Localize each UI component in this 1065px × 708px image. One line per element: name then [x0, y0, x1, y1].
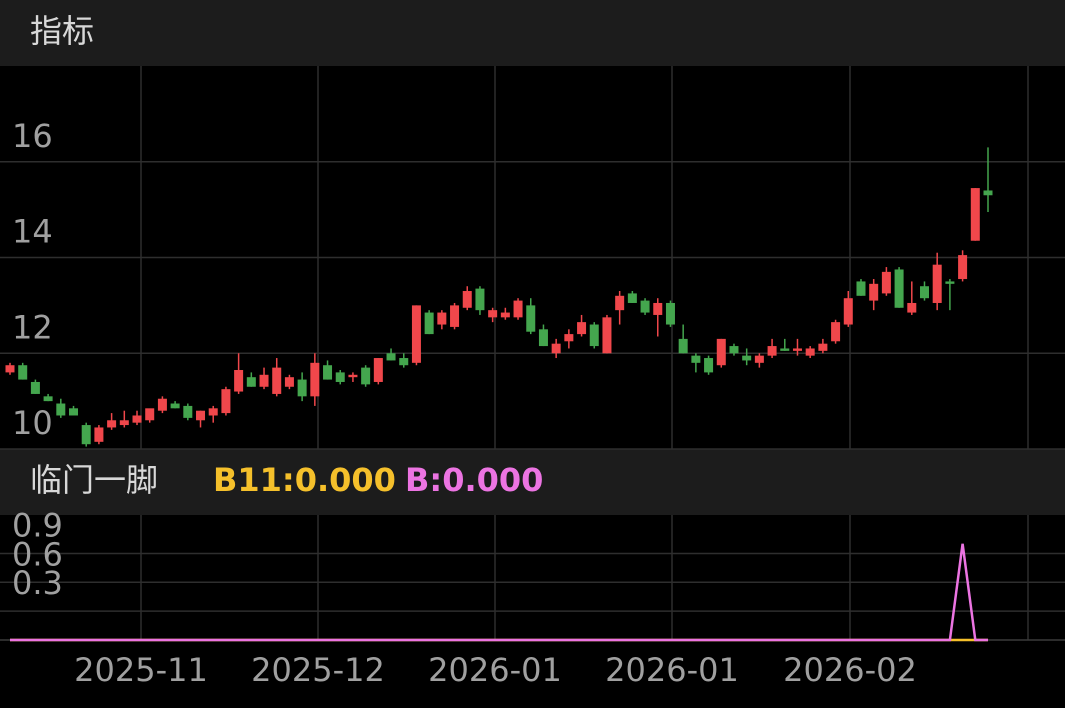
- candle-body: [818, 343, 828, 351]
- x-tick-label: 2025-12: [251, 651, 385, 689]
- y-tick-label: 10: [12, 404, 53, 442]
- indicator-line: [10, 543, 988, 642]
- y-tick-label: 0.6: [12, 535, 63, 573]
- candle-body: [958, 255, 968, 280]
- x-tick-label: 2026-01: [605, 651, 739, 689]
- candle-body: [767, 346, 777, 356]
- candle-body: [526, 305, 536, 332]
- candle-body: [297, 379, 307, 397]
- candle-body: [538, 329, 548, 347]
- candle-body: [424, 312, 434, 335]
- candle-body: [513, 300, 523, 318]
- candle-body: [259, 374, 269, 387]
- candle-body: [640, 300, 650, 313]
- candle-body: [196, 410, 206, 421]
- candle-body: [919, 286, 929, 299]
- candle-body: [805, 348, 815, 356]
- candle-body: [615, 295, 625, 311]
- candle-body: [284, 377, 294, 387]
- candle-body: [94, 427, 104, 442]
- candle-body: [589, 324, 599, 347]
- candle-body: [627, 293, 637, 303]
- legend-entry: B11:0.000: [213, 461, 396, 499]
- candle-body: [653, 302, 663, 315]
- candle-body: [577, 322, 587, 335]
- candle-body: [132, 415, 142, 423]
- candle-body: [43, 396, 53, 402]
- candle-body: [183, 405, 193, 418]
- candle-body: [792, 348, 802, 351]
- candle-body: [30, 381, 40, 394]
- candle-body: [500, 312, 510, 318]
- candle-body: [551, 343, 561, 354]
- candle-body: [704, 358, 714, 373]
- candle-body: [488, 310, 498, 318]
- candle-body: [894, 269, 904, 308]
- candle-body: [170, 403, 180, 409]
- candle-body: [907, 302, 917, 313]
- candle-body: [234, 370, 244, 392]
- candle-body: [754, 355, 764, 363]
- candle-body: [56, 403, 66, 416]
- candle-body: [437, 312, 447, 325]
- candle-body: [119, 420, 129, 426]
- y-tick-label: 0.9: [12, 506, 63, 544]
- candle-body: [970, 188, 980, 241]
- candle-body: [373, 358, 383, 382]
- candle-body: [831, 322, 841, 342]
- candle-body: [81, 425, 91, 445]
- candle-body: [361, 367, 371, 385]
- x-tick-label: 2025-11: [74, 651, 208, 689]
- candle-body: [208, 408, 218, 416]
- candle-body: [691, 355, 701, 363]
- candle-body: [157, 398, 167, 411]
- y-tick-label: 14: [12, 213, 53, 251]
- y-tick-label: 16: [12, 117, 53, 155]
- candle-body: [881, 271, 891, 294]
- candle-body: [450, 305, 460, 327]
- candle-body: [348, 374, 358, 378]
- candle-body: [399, 358, 409, 366]
- candle-body: [856, 281, 866, 296]
- candle-body: [272, 367, 282, 394]
- candle-body: [742, 355, 752, 361]
- x-tick-label: 2026-02: [783, 651, 917, 689]
- candle-body: [678, 338, 688, 354]
- candle-body: [780, 348, 790, 351]
- candle-body: [107, 420, 117, 428]
- candle-body: [310, 362, 320, 397]
- header-bar: [0, 0, 1065, 66]
- candle-body: [564, 334, 574, 342]
- candle-body: [983, 190, 993, 196]
- legend-entry: B:0.000: [405, 461, 543, 499]
- candle-body: [729, 346, 739, 354]
- candle-body: [843, 298, 853, 325]
- candle-body: [323, 365, 333, 380]
- candle-body: [411, 305, 421, 363]
- candle-body: [716, 338, 726, 366]
- x-tick-label: 2026-01: [428, 651, 562, 689]
- candle-body: [462, 291, 472, 308]
- panel-title: 指标: [30, 12, 94, 50]
- candle-body: [932, 264, 942, 303]
- candle-body: [945, 281, 955, 284]
- y-tick-label: 12: [12, 308, 53, 346]
- indicator-title: 临门一脚: [30, 461, 158, 499]
- candle-body: [386, 353, 396, 361]
- indicator-header-bar: [0, 449, 1065, 515]
- candle-body: [221, 389, 231, 414]
- candle-body: [246, 377, 256, 387]
- candle-body: [665, 302, 675, 325]
- candle-body: [869, 283, 879, 301]
- candle-body: [18, 365, 28, 380]
- candle-body: [602, 317, 612, 354]
- y-tick-label: 0.3: [12, 564, 63, 602]
- candle-body: [145, 408, 155, 421]
- candle-body: [475, 288, 485, 311]
- candle-body: [5, 365, 15, 373]
- candle-body: [335, 372, 345, 382]
- candle-body: [69, 408, 79, 416]
